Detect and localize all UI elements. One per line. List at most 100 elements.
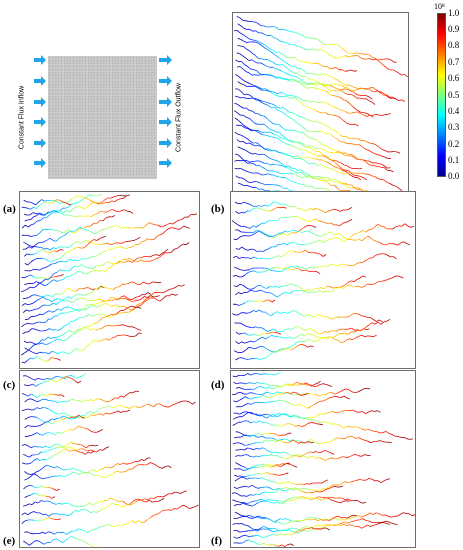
streamline-segment xyxy=(33,458,38,461)
streamline-segment xyxy=(306,156,311,158)
streamline-segment xyxy=(65,246,69,249)
streamline-segment xyxy=(269,543,273,546)
streamline-segment xyxy=(390,170,394,173)
streamline-segment xyxy=(246,138,251,142)
streamline-segment xyxy=(79,226,84,230)
streamline-segment xyxy=(324,145,328,147)
panel-b-frame xyxy=(232,12,409,196)
streamline-segment xyxy=(248,467,253,469)
streamline-segment xyxy=(242,55,246,59)
streamline-segment xyxy=(162,509,166,511)
streamline-segment xyxy=(329,83,333,86)
streamline-segment xyxy=(327,156,332,160)
streamline-segment xyxy=(310,392,314,395)
streamline-segment xyxy=(366,114,370,117)
streamline-segment xyxy=(282,163,286,167)
streamline-segment xyxy=(240,322,244,326)
streamline-segment xyxy=(252,110,256,114)
streamline-segment xyxy=(102,201,106,205)
streamline-segment xyxy=(371,322,376,325)
streamline-segment xyxy=(285,62,290,66)
streamline-segment xyxy=(73,376,78,379)
streamline-segment xyxy=(24,408,29,411)
streamline-segment xyxy=(292,439,296,443)
streamline-segment xyxy=(367,428,372,431)
streamline-segment xyxy=(43,450,48,453)
streamline-segment xyxy=(273,91,277,95)
streamline-segment xyxy=(164,248,169,252)
streamline-segment xyxy=(44,500,48,502)
streamline-segment xyxy=(235,255,240,259)
streamline-segment xyxy=(59,334,64,337)
streamline-segment xyxy=(310,451,314,454)
streamline-segment xyxy=(360,176,365,179)
streamline-segment xyxy=(48,531,52,533)
streamline-segment xyxy=(289,383,294,386)
streamline-segment xyxy=(337,237,342,241)
streamline-segment xyxy=(60,210,64,214)
streamline-segment xyxy=(317,164,322,166)
streamline-segment xyxy=(296,392,300,396)
streamline-segment xyxy=(78,205,82,208)
streamline-segment xyxy=(255,123,259,125)
streamline-segment xyxy=(258,43,263,46)
streamline-segment xyxy=(117,524,121,527)
streamline-segment xyxy=(72,467,76,470)
streamline-segment xyxy=(84,508,88,511)
streamline-segment xyxy=(187,214,192,218)
streamline-segment xyxy=(340,287,344,289)
streamline-segment xyxy=(74,270,79,275)
streamline-segment xyxy=(307,87,311,89)
streamline-segment xyxy=(254,381,258,385)
streamline-segment xyxy=(334,338,338,341)
streamline-segment xyxy=(73,228,78,232)
streamline-segment xyxy=(24,512,29,516)
streamline-segment xyxy=(289,310,293,314)
streamline-segment xyxy=(56,246,60,250)
streamline-segment xyxy=(249,435,253,437)
streamline-segment xyxy=(243,40,247,43)
streamline-segment xyxy=(341,90,346,94)
streamline-segment xyxy=(62,502,66,505)
streamline-segment xyxy=(304,149,309,152)
streamline-segment xyxy=(403,437,408,440)
streamline-segment xyxy=(352,453,356,456)
streamline-segment xyxy=(30,357,34,360)
streamline-segment xyxy=(337,115,341,119)
streamline-segment xyxy=(114,405,118,409)
streamline-segment xyxy=(127,311,131,313)
streamline-segment xyxy=(316,239,321,242)
streamline-segment xyxy=(298,383,303,386)
streamline-segment xyxy=(290,74,294,77)
streamline-segment xyxy=(273,235,278,239)
streamline-segment xyxy=(249,94,254,99)
streamline-segment xyxy=(344,282,349,286)
streamline-segment xyxy=(327,133,332,135)
streamline-segment xyxy=(171,227,175,229)
streamline-segment xyxy=(168,293,173,297)
streamline-segment xyxy=(96,298,101,301)
streamline-segment xyxy=(357,515,362,518)
streamline-segment xyxy=(60,467,64,471)
streamline-segment xyxy=(394,243,399,246)
streamline-segment xyxy=(260,62,264,65)
streamline-segment xyxy=(246,474,250,477)
streamline-segment xyxy=(21,206,25,208)
streamline-segment xyxy=(29,310,33,312)
streamline-segment xyxy=(337,161,342,164)
streamline-segment xyxy=(280,292,284,296)
streamline-segment xyxy=(306,76,310,80)
streamline-segment xyxy=(69,398,73,401)
streamline-segment xyxy=(283,252,288,256)
streamline-segment xyxy=(286,452,290,455)
streamline-segment xyxy=(328,391,332,394)
streamline-segment xyxy=(30,207,34,210)
streamline-segment xyxy=(304,314,308,317)
streamline-segment xyxy=(245,71,250,74)
streamline-segment xyxy=(123,406,127,408)
streamline-segment xyxy=(87,267,91,269)
streamline-segment xyxy=(38,339,43,344)
streamline-segment xyxy=(42,432,47,436)
streamline-segment xyxy=(259,455,263,458)
streamline-segment xyxy=(148,281,153,285)
